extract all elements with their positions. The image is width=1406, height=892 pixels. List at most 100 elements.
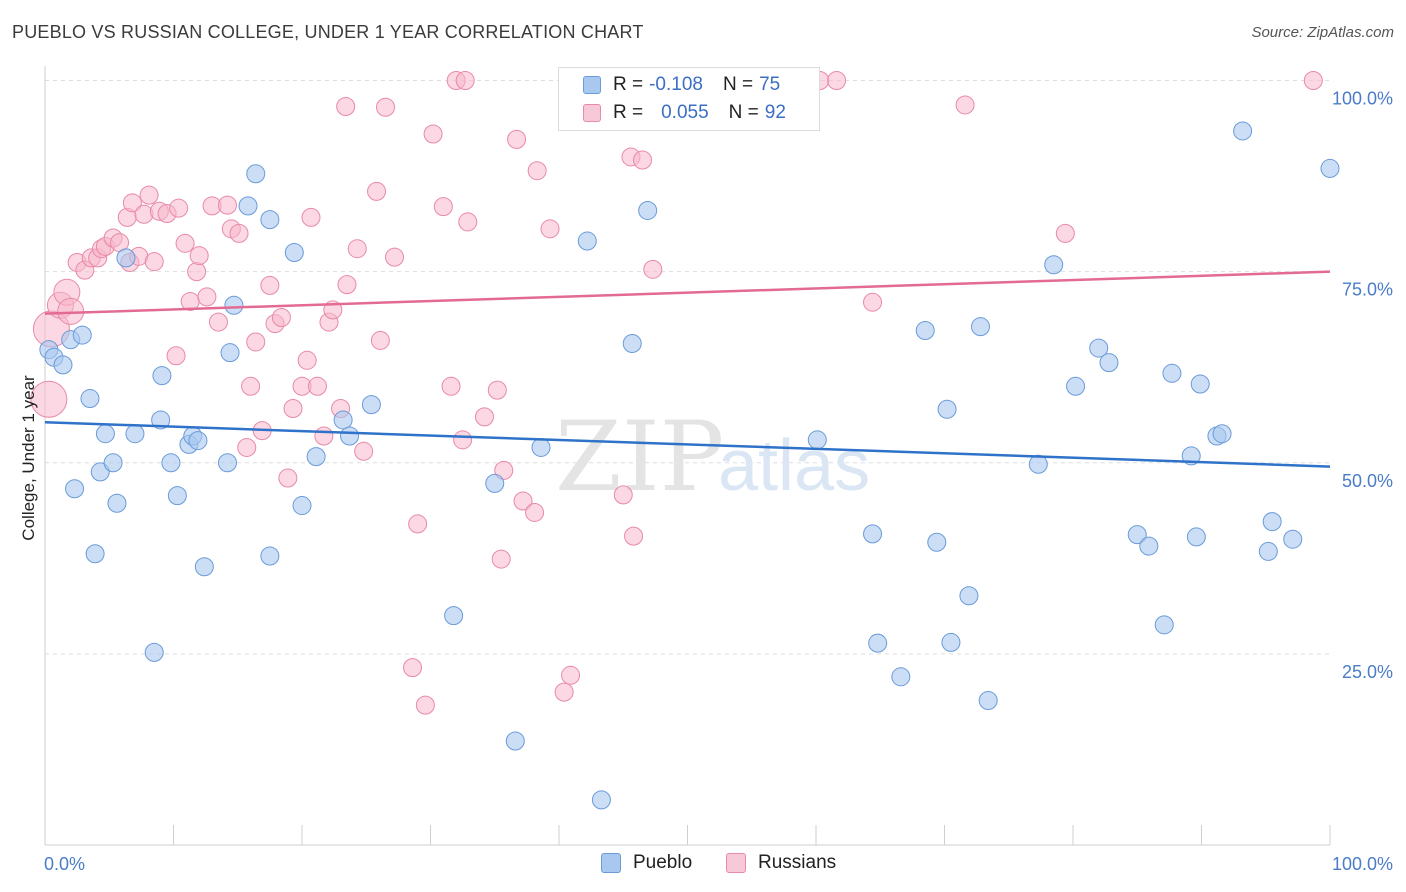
pueblo-point-5 bbox=[65, 479, 85, 499]
russians-trend-line bbox=[44, 270, 1331, 315]
pueblo-point-42 bbox=[622, 333, 642, 353]
russians-point-73 bbox=[527, 161, 547, 181]
pueblo-point-18 bbox=[167, 486, 187, 506]
pueblo-point-34 bbox=[340, 426, 360, 446]
russians-point-66 bbox=[474, 407, 494, 427]
pueblo-point-4 bbox=[72, 325, 92, 345]
russians-point-74 bbox=[540, 219, 560, 239]
pueblo-point-53 bbox=[970, 317, 990, 337]
watermark: ZIP atlas bbox=[555, 401, 870, 513]
pueblo-point-38 bbox=[505, 731, 525, 751]
russians-point-89 bbox=[336, 96, 356, 116]
russians-point-58 bbox=[408, 514, 428, 534]
pueblo-point-6 bbox=[80, 389, 100, 409]
russians-point-81 bbox=[633, 150, 653, 170]
watermark-zip: ZIP bbox=[555, 401, 724, 513]
y-tick-label-1: 50.0% bbox=[1342, 471, 1393, 491]
pueblo-point-41 bbox=[591, 790, 611, 810]
russians-point-55 bbox=[370, 330, 390, 350]
pueblo-point-48 bbox=[915, 320, 935, 340]
russians-point-91 bbox=[455, 71, 475, 90]
pueblo-point-50 bbox=[937, 399, 957, 419]
pueblo-point-49 bbox=[927, 532, 947, 552]
russians-point-42 bbox=[283, 398, 303, 418]
russians-point-41 bbox=[278, 468, 298, 488]
russians-point-85 bbox=[863, 292, 883, 312]
y-axis-label: College, Under 1 year bbox=[19, 375, 38, 541]
pueblo-r-label: R = bbox=[613, 74, 644, 95]
russians-n-value: 92 bbox=[764, 102, 786, 123]
russians-point-87 bbox=[1055, 223, 1075, 243]
russians-point-19 bbox=[144, 252, 164, 272]
russians-point-86 bbox=[955, 95, 975, 115]
pueblo-point-55 bbox=[1028, 454, 1048, 474]
russians-point-65 bbox=[458, 212, 478, 232]
pueblo-point-62 bbox=[1154, 615, 1174, 635]
pueblo-point-17 bbox=[161, 453, 181, 473]
pueblo-point-37 bbox=[485, 473, 505, 493]
russians-point-67 bbox=[487, 380, 507, 400]
pueblo-n-label: N = bbox=[722, 74, 754, 95]
pueblo-point-63 bbox=[1162, 363, 1182, 383]
pueblo-point-45 bbox=[863, 524, 883, 544]
russians-point-46 bbox=[307, 376, 327, 396]
russians-point-15 bbox=[122, 193, 142, 213]
pueblo-point-73 bbox=[1320, 158, 1340, 178]
pueblo-point-54 bbox=[978, 691, 998, 711]
russians-point-69 bbox=[494, 460, 514, 480]
russians-point-28 bbox=[197, 287, 217, 307]
x-tick-label-0: 0.0% bbox=[44, 854, 85, 874]
legend-item-russians[interactable]: Russians bbox=[726, 852, 836, 874]
pueblo-point-21 bbox=[188, 431, 208, 451]
russians-point-38 bbox=[260, 275, 280, 295]
russians-point-24 bbox=[175, 233, 195, 253]
legend-row-pueblo: R = -0.108 N = 75 bbox=[583, 72, 780, 98]
russians-point-51 bbox=[337, 275, 357, 295]
russians-point-34 bbox=[237, 437, 257, 457]
russians-n-label: N = bbox=[728, 102, 759, 123]
pueblo-point-60 bbox=[1127, 525, 1147, 545]
russians-point-33 bbox=[229, 223, 249, 243]
x-tick-labels: 0.0% 100.0% bbox=[44, 854, 1393, 874]
pueblo-point-70 bbox=[1258, 541, 1278, 561]
y-tick-label-2: 75.0% bbox=[1342, 280, 1393, 300]
y-tick-label-0: 25.0% bbox=[1342, 662, 1393, 682]
russians-point-75 bbox=[554, 682, 574, 702]
russians-point-56 bbox=[385, 247, 405, 267]
pueblo-trend-line bbox=[44, 420, 1331, 468]
pueblo-point-65 bbox=[1186, 527, 1206, 547]
pueblo-point-47 bbox=[891, 667, 911, 687]
russians-point-26 bbox=[187, 262, 207, 282]
chart-title: PUEBLO VS RUSSIAN COLLEGE, UNDER 1 YEAR … bbox=[12, 22, 644, 42]
russians-swatch bbox=[583, 104, 601, 122]
pueblo-point-69 bbox=[1233, 121, 1253, 141]
russians-point-68 bbox=[491, 549, 511, 569]
pueblo-point-36 bbox=[444, 606, 464, 626]
grid-lines bbox=[45, 80, 1330, 655]
stats-legend: R = -0.108 N = 75 R = 0.055 N = 92 bbox=[558, 67, 820, 131]
pueblo-point-59 bbox=[1099, 353, 1119, 373]
pueblo-point-43 bbox=[638, 200, 658, 220]
pueblo-point-71 bbox=[1262, 512, 1282, 532]
pueblo-point-27 bbox=[246, 164, 266, 184]
pueblo-point-23 bbox=[217, 453, 237, 473]
pueblo-point-66 bbox=[1190, 374, 1210, 394]
russians-point-80 bbox=[624, 526, 644, 546]
russians-point-36 bbox=[246, 332, 266, 352]
pueblo-point-46 bbox=[868, 633, 888, 653]
legend-pueblo-label: Pueblo bbox=[633, 852, 693, 873]
pueblo-point-14 bbox=[144, 642, 164, 662]
russians-point-44 bbox=[297, 350, 317, 370]
russians-point-57 bbox=[403, 658, 423, 678]
russians-point-23 bbox=[169, 198, 189, 218]
russians-point-52 bbox=[347, 239, 367, 259]
russians-point-22 bbox=[166, 346, 186, 366]
pueblo-point-9 bbox=[95, 424, 115, 444]
pueblo-points bbox=[39, 121, 1340, 810]
pueblo-point-57 bbox=[1066, 376, 1086, 396]
legend-item-pueblo[interactable]: Pueblo bbox=[601, 852, 692, 874]
pueblo-point-40 bbox=[577, 231, 597, 251]
pueblo-swatch bbox=[583, 76, 601, 94]
pueblo-point-8 bbox=[90, 462, 110, 482]
